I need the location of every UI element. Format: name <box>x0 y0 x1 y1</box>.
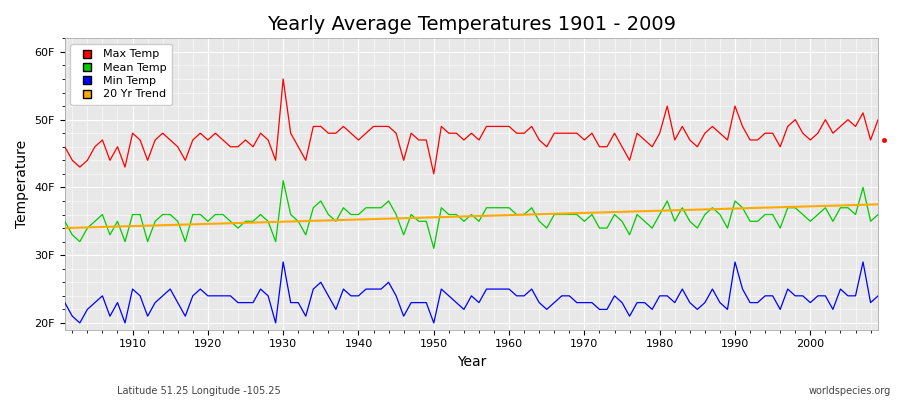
X-axis label: Year: Year <box>457 355 486 369</box>
Legend: Max Temp, Mean Temp, Min Temp, 20 Yr Trend: Max Temp, Mean Temp, Min Temp, 20 Yr Tre… <box>70 44 172 105</box>
Text: Latitude 51.25 Longitude -105.25: Latitude 51.25 Longitude -105.25 <box>117 386 281 396</box>
Text: worldspecies.org: worldspecies.org <box>809 386 891 396</box>
Y-axis label: Temperature: Temperature <box>15 140 29 228</box>
Title: Yearly Average Temperatures 1901 - 2009: Yearly Average Temperatures 1901 - 2009 <box>267 15 676 34</box>
